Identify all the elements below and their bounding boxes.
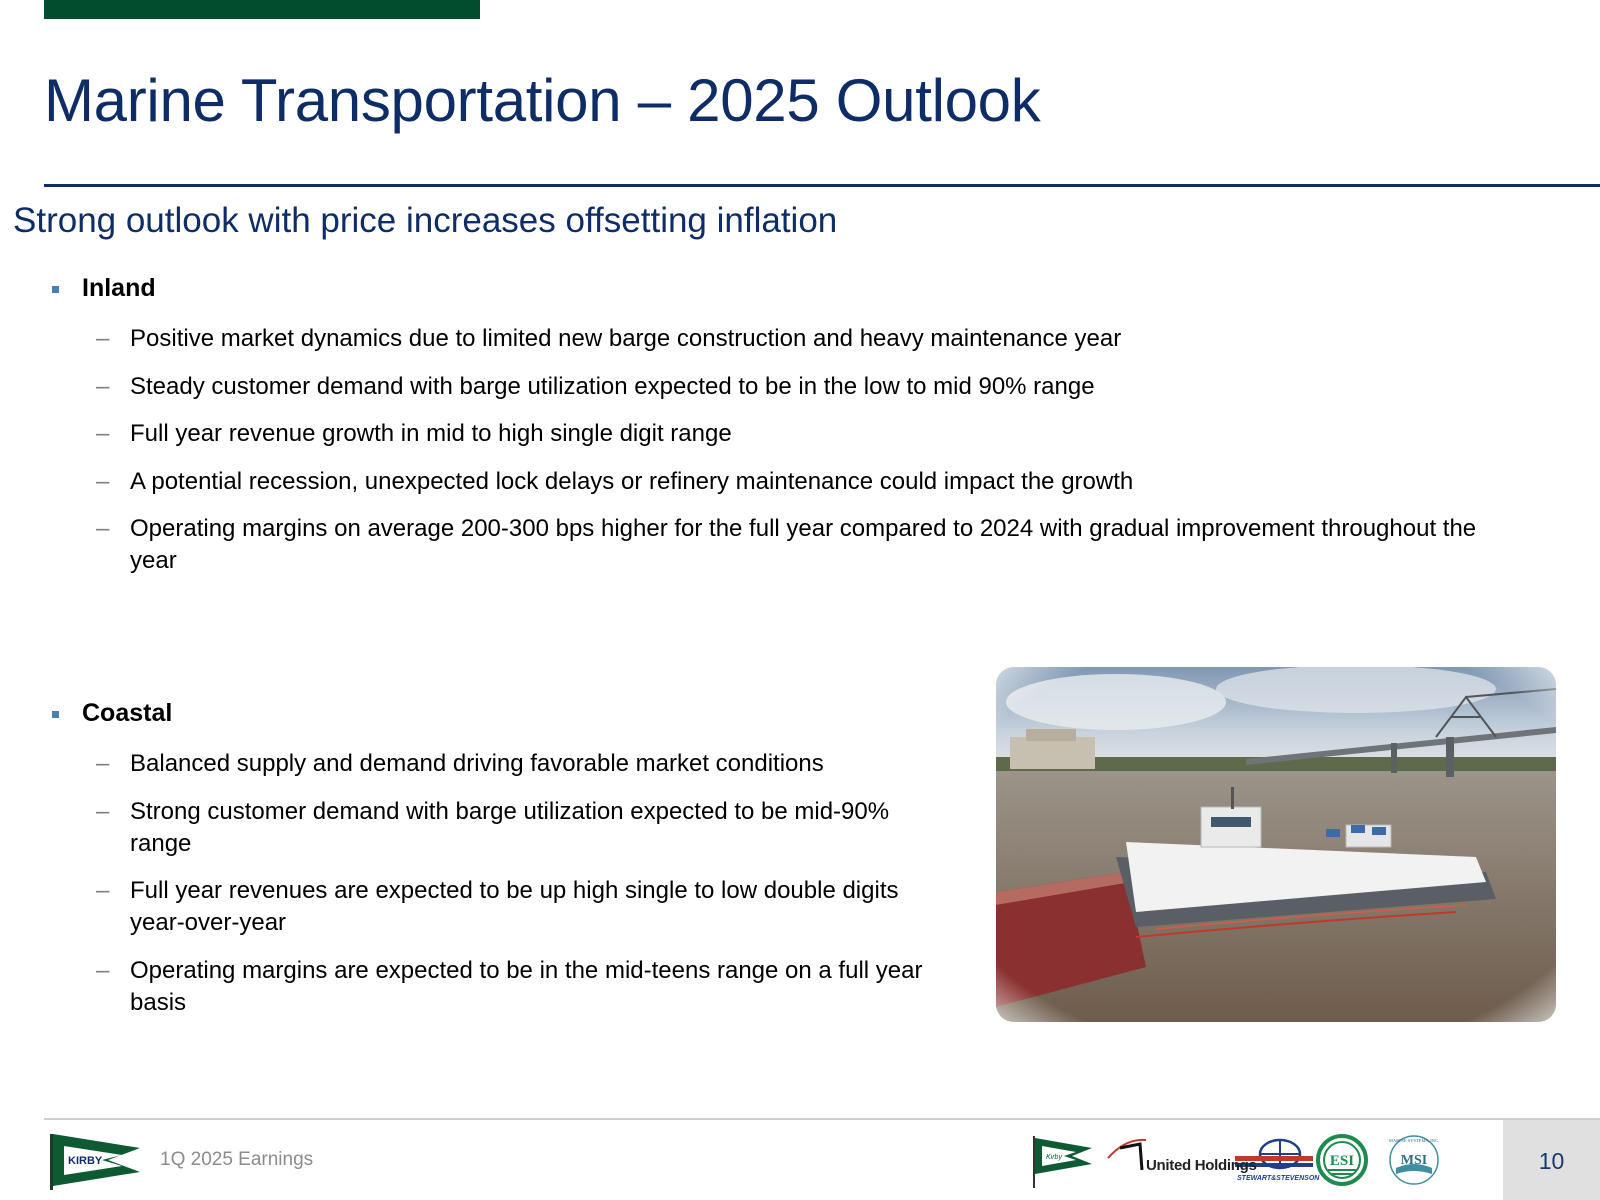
kirby-logo-text: KIRBY	[68, 1155, 103, 1167]
msi-logo-icon: MSI MARINE SYSTEMS, INC.	[1389, 1135, 1439, 1185]
footer-label: 1Q 2025 Earnings	[160, 1149, 314, 1170]
esi-logo-text: ESI	[1330, 1153, 1354, 1169]
dash-bullet-icon: –	[96, 372, 110, 400]
list-item: – Operating margins are expected to be in…	[0, 955, 960, 1019]
inland-section: Inland – Positive market dynamics due to …	[0, 274, 1480, 593]
slide-title: Marine Transportation – 2025 Outlook	[44, 67, 1041, 134]
coastal-section: Coastal – Balanced supply and demand driv…	[0, 699, 960, 1034]
inland-bullet-list: – Positive market dynamics due to limited…	[0, 323, 1480, 577]
list-item-text: Positive market dynamics due to limited …	[130, 325, 1122, 352]
page-number-box: 10	[1503, 1120, 1600, 1200]
page-number: 10	[1538, 1148, 1565, 1174]
dash-bullet-icon: –	[96, 420, 110, 447]
list-item-text: A potential recession, unexpected lock d…	[130, 467, 1134, 495]
kirby-logo: KIRBY	[50, 1134, 140, 1190]
dash-bullet-icon: –	[96, 956, 110, 984]
list-item-text: Balanced supply and demand driving favor…	[130, 750, 824, 777]
list-item-text: Steady customer demand with barge utiliz…	[130, 372, 1095, 400]
list-item: – Steady customer demand with barge utili…	[0, 371, 1480, 403]
united-holdings-logo-text: United Holdings	[1146, 1157, 1257, 1174]
list-item: – Positive market dynamics due to limited…	[0, 323, 1480, 355]
list-item-text: Strong customer demand with barge utiliz…	[130, 797, 890, 857]
list-item: – A potential recession, unexpected lock …	[0, 466, 1480, 498]
dash-bullet-icon: –	[96, 467, 110, 495]
dash-bullet-icon: –	[96, 750, 110, 777]
msi-ring-text: MARINE SYSTEMS, INC.	[1389, 1138, 1439, 1144]
dash-bullet-icon: –	[96, 797, 110, 825]
stewart-stevenson-globe-icon: STEWART&STEVENSON	[1235, 1138, 1320, 1182]
list-item: – Full year revenue growth in mid to high…	[0, 418, 1480, 450]
top-accent-bar	[44, 0, 480, 19]
list-item-text: Full year revenues are expected to be up…	[130, 877, 899, 936]
list-item: – Operating margins on average 200-300 bp…	[0, 513, 1480, 577]
slide-subtitle: Strong outlook with price increases offs…	[13, 201, 838, 240]
united-holdings-swoosh-icon	[1107, 1138, 1147, 1171]
dash-bullet-icon: –	[96, 877, 110, 904]
msi-logo-text: MSI	[1401, 1153, 1427, 1168]
kirby-flag-icon: Kirby	[1033, 1136, 1092, 1188]
list-item-text: Operating margins on average 200-300 bps…	[130, 515, 1477, 574]
list-item-text: Operating margins are expected to be in …	[130, 956, 923, 1016]
coastal-bullet-list: – Balanced supply and demand driving favo…	[0, 748, 960, 1019]
list-item: – Full year revenues are expected to be u…	[0, 875, 960, 939]
list-item: – Balanced supply and demand driving favo…	[0, 748, 960, 780]
title-divider	[44, 184, 1600, 187]
inland-heading: Inland	[82, 274, 156, 302]
subsidiary-logos: Kirby STEWART&STEVENSON ESI MSI MARINE S…	[1033, 1134, 1439, 1188]
towboat-barge-photo	[996, 667, 1556, 1022]
esi-logo-icon: ESI	[1316, 1134, 1368, 1186]
coastal-heading: Coastal	[82, 699, 173, 727]
square-bullet-icon	[52, 711, 59, 718]
kirby-flag-text: Kirby	[1046, 1154, 1062, 1161]
stewart-stevenson-text: STEWART&STEVENSON	[1237, 1175, 1320, 1182]
list-item-text: Full year revenue growth in mid to high …	[130, 420, 732, 447]
dash-bullet-icon: –	[96, 515, 110, 542]
dash-bullet-icon: –	[96, 325, 110, 352]
list-item: – Strong customer demand with barge utili…	[0, 796, 960, 860]
footer-divider	[44, 1118, 1600, 1120]
square-bullet-icon	[52, 286, 59, 293]
